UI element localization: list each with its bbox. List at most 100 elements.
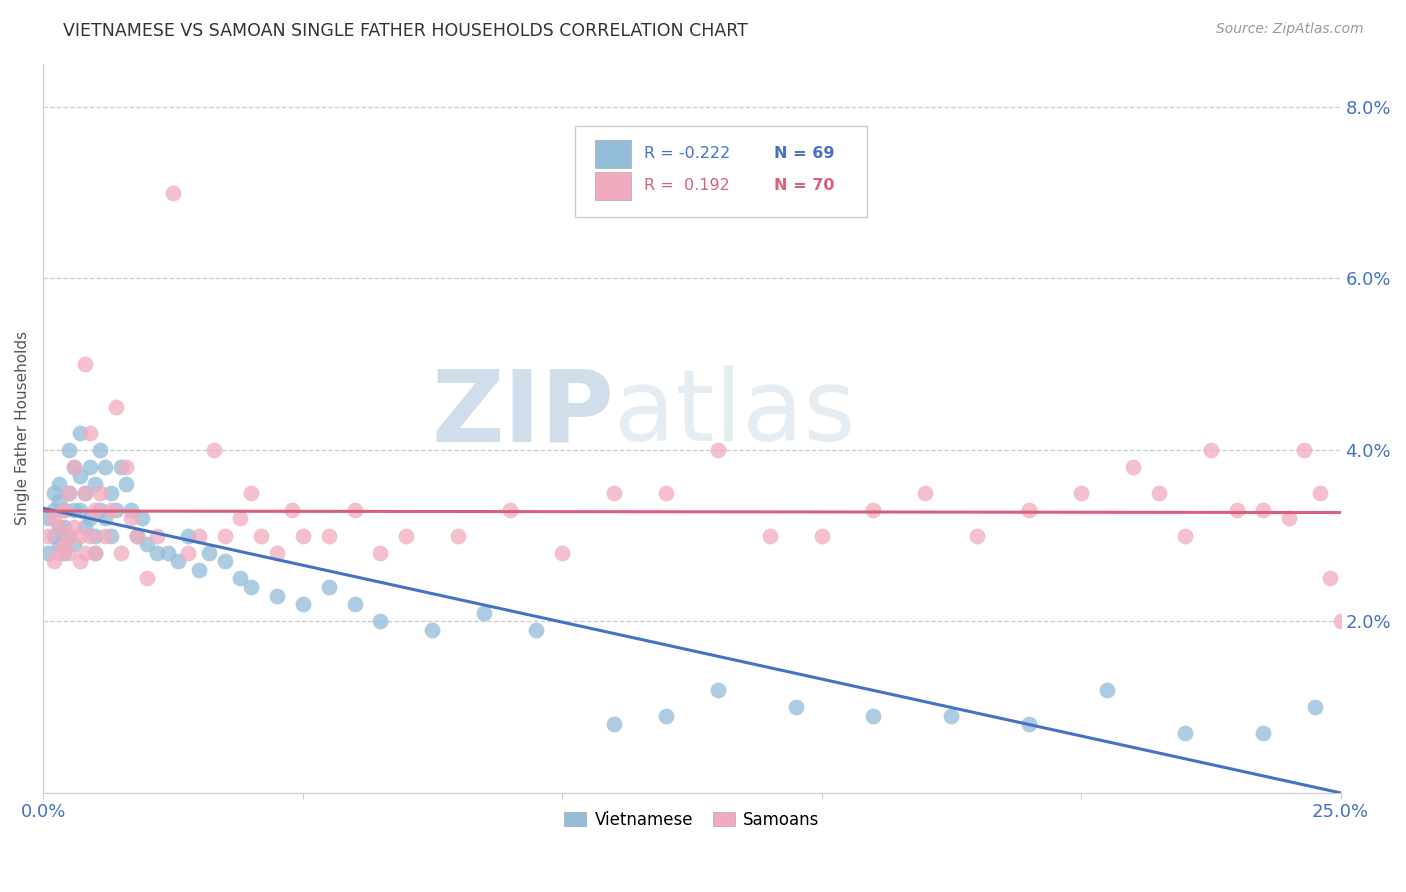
Point bbox=[1122, 459, 1144, 474]
Point bbox=[318, 528, 340, 542]
Point bbox=[125, 528, 148, 542]
Point bbox=[63, 520, 86, 534]
Point bbox=[177, 546, 200, 560]
Point bbox=[84, 477, 107, 491]
Point bbox=[266, 546, 288, 560]
Point bbox=[603, 485, 626, 500]
Point bbox=[136, 537, 159, 551]
Point bbox=[204, 442, 226, 457]
Point bbox=[42, 511, 65, 525]
Point bbox=[42, 528, 65, 542]
Point bbox=[187, 528, 209, 542]
Text: R = -0.222: R = -0.222 bbox=[644, 146, 730, 161]
Point bbox=[214, 528, 236, 542]
Point bbox=[84, 528, 107, 542]
Point bbox=[125, 528, 148, 542]
Text: N = 69: N = 69 bbox=[773, 146, 834, 161]
Point bbox=[291, 597, 314, 611]
Point bbox=[52, 546, 75, 560]
Point bbox=[89, 485, 111, 500]
Point bbox=[707, 682, 730, 697]
Point bbox=[370, 546, 392, 560]
Point bbox=[58, 485, 80, 500]
Point bbox=[1199, 442, 1222, 457]
Point bbox=[104, 503, 127, 517]
Point bbox=[100, 485, 122, 500]
Point bbox=[239, 580, 262, 594]
Point bbox=[73, 485, 96, 500]
Point bbox=[862, 503, 884, 517]
Point bbox=[758, 528, 780, 542]
Point bbox=[343, 503, 366, 517]
Point bbox=[1309, 485, 1331, 500]
Point bbox=[63, 503, 86, 517]
Point bbox=[110, 459, 132, 474]
Point bbox=[52, 503, 75, 517]
Point bbox=[1319, 571, 1341, 585]
Point bbox=[52, 537, 75, 551]
Point bbox=[79, 425, 101, 440]
Point bbox=[42, 485, 65, 500]
Point bbox=[198, 546, 221, 560]
Point bbox=[37, 546, 59, 560]
Point bbox=[94, 459, 117, 474]
Point bbox=[69, 554, 91, 568]
Point bbox=[1174, 528, 1197, 542]
Point bbox=[229, 511, 252, 525]
Point bbox=[1018, 503, 1040, 517]
Point bbox=[69, 528, 91, 542]
Point bbox=[94, 528, 117, 542]
Point bbox=[1095, 682, 1118, 697]
Point bbox=[42, 503, 65, 517]
Point bbox=[1251, 503, 1274, 517]
Text: VIETNAMESE VS SAMOAN SINGLE FATHER HOUSEHOLDS CORRELATION CHART: VIETNAMESE VS SAMOAN SINGLE FATHER HOUSE… bbox=[63, 22, 748, 40]
Point bbox=[100, 528, 122, 542]
Point bbox=[63, 537, 86, 551]
Point bbox=[250, 528, 273, 542]
Point bbox=[84, 503, 107, 517]
Point bbox=[120, 511, 142, 525]
Point bbox=[1251, 725, 1274, 739]
Point bbox=[499, 503, 522, 517]
Point bbox=[73, 546, 96, 560]
Point bbox=[707, 442, 730, 457]
Point bbox=[603, 717, 626, 731]
Point bbox=[162, 186, 184, 200]
Point bbox=[1018, 717, 1040, 731]
Point bbox=[551, 546, 574, 560]
Point bbox=[48, 520, 70, 534]
Point bbox=[1147, 485, 1170, 500]
Point bbox=[115, 477, 138, 491]
Point bbox=[187, 563, 209, 577]
Point bbox=[156, 546, 179, 560]
Point bbox=[370, 614, 392, 628]
Point bbox=[655, 708, 678, 723]
Point bbox=[63, 459, 86, 474]
Point bbox=[52, 520, 75, 534]
Point bbox=[79, 528, 101, 542]
Point bbox=[37, 511, 59, 525]
Point bbox=[395, 528, 418, 542]
FancyBboxPatch shape bbox=[595, 140, 631, 168]
Point bbox=[69, 425, 91, 440]
Point bbox=[524, 623, 547, 637]
FancyBboxPatch shape bbox=[595, 172, 631, 200]
Point bbox=[1303, 700, 1326, 714]
Point bbox=[447, 528, 470, 542]
Point bbox=[291, 528, 314, 542]
Point bbox=[48, 494, 70, 508]
Text: N = 70: N = 70 bbox=[773, 178, 834, 194]
Point bbox=[52, 503, 75, 517]
Point bbox=[472, 606, 495, 620]
Point bbox=[48, 520, 70, 534]
Point bbox=[229, 571, 252, 585]
Point bbox=[94, 511, 117, 525]
Point bbox=[146, 528, 169, 542]
Point bbox=[104, 400, 127, 414]
Point bbox=[110, 546, 132, 560]
Point bbox=[136, 571, 159, 585]
Y-axis label: Single Father Households: Single Father Households bbox=[15, 331, 30, 525]
Point bbox=[167, 554, 190, 568]
Point bbox=[48, 546, 70, 560]
Point bbox=[239, 485, 262, 500]
